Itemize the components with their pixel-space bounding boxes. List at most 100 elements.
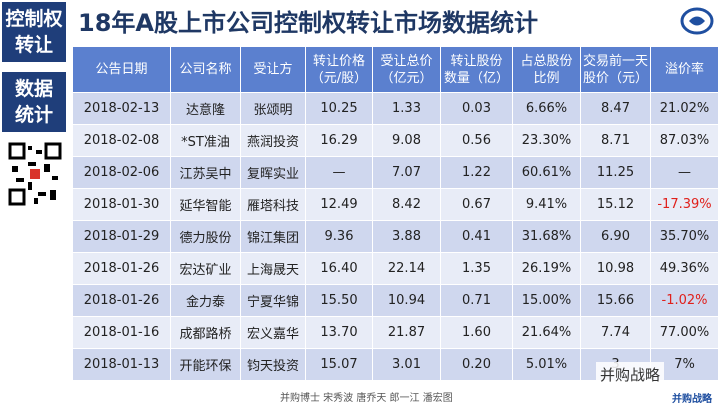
table-cell: — bbox=[305, 156, 373, 189]
corner-mark: 并购战略 bbox=[672, 394, 712, 405]
header-cell: 交易前一天 股价（元） bbox=[580, 46, 651, 93]
table-cell: 35.70% bbox=[650, 220, 719, 253]
table-cell: 0.20 bbox=[440, 348, 513, 381]
table-cell: -1.02% bbox=[650, 284, 719, 317]
table-cell: — bbox=[650, 156, 719, 189]
header-cell: 转让价格 （元/股） bbox=[305, 46, 373, 93]
header-line: 受让总价 bbox=[380, 53, 433, 69]
table-cell: 德力股份 bbox=[170, 220, 241, 253]
table-cell: 5.01% bbox=[512, 348, 581, 381]
table-cell: 8.47 bbox=[580, 92, 651, 125]
table-cell: 15.07 bbox=[305, 348, 373, 381]
header-line: 比例 bbox=[533, 70, 560, 86]
watermark: 并购战略 bbox=[596, 362, 665, 387]
table-cell: 达意隆 bbox=[170, 92, 241, 125]
table-cell: 60.61% bbox=[512, 156, 581, 189]
table-cell: 10.98 bbox=[580, 252, 651, 285]
table-cell: 21.02% bbox=[650, 92, 719, 125]
header-cell: 转让股份 数量（亿） bbox=[440, 46, 513, 93]
table-cell: 10.94 bbox=[372, 284, 441, 317]
footer: 并购博士 宋秀波 唐乔天 郎一江 潘宏图 bbox=[280, 393, 453, 404]
table-cell: 0.03 bbox=[440, 92, 513, 125]
tag-box: 数据 统计 bbox=[2, 72, 66, 132]
table-cell: 26.19% bbox=[512, 252, 581, 285]
tag-text: 控制权 bbox=[5, 8, 63, 30]
table-cell: 2018-01-26 bbox=[72, 284, 171, 317]
table-cell: 8.71 bbox=[580, 124, 651, 157]
table-cell: 9.41% bbox=[512, 188, 581, 221]
table-cell: 23.30% bbox=[512, 124, 581, 157]
table-cell: 0.71 bbox=[440, 284, 513, 317]
table-row: 2018-02-06 江苏吴中 复晖实业 —7.07 1.22 60.61% 11.25— bbox=[72, 156, 719, 189]
table-cell: 1.22 bbox=[440, 156, 513, 189]
table-cell: 8.42 bbox=[372, 188, 441, 221]
table-cell: 0.41 bbox=[440, 220, 513, 253]
header-line: 转让价格 bbox=[312, 53, 365, 69]
table-cell: 15.66 bbox=[580, 284, 651, 317]
table-cell: 16.29 bbox=[305, 124, 373, 157]
header-cell: 受让总价 （亿元） bbox=[372, 46, 441, 93]
header-line: 数量（亿） bbox=[443, 70, 509, 86]
header-line: 公告日期 bbox=[95, 62, 148, 77]
table-cell: 宏义嘉华 bbox=[240, 316, 306, 349]
header-line: 公司名称 bbox=[179, 62, 232, 77]
table-cell: 9.08 bbox=[372, 124, 441, 157]
tag-box: 控制权 转让 bbox=[2, 2, 66, 62]
table-cell: 7.74 bbox=[580, 316, 651, 349]
table-row: 2018-01-30 延华智能 雁塔科技 12.49 8.42 0.67 9.41% 15.1… bbox=[72, 188, 719, 221]
table-row: 2018-01-29 德力股份 锦江集团 9.36 3.88 0.41 31.68% 6.90… bbox=[72, 220, 719, 253]
tag-text: 统计 bbox=[14, 104, 53, 126]
table-cell: 1.33 bbox=[372, 92, 441, 125]
table-cell: 15.00% bbox=[512, 284, 581, 317]
table-cell: 2018-01-26 bbox=[72, 252, 171, 285]
table-cell: 2018-01-30 bbox=[72, 188, 171, 221]
table-cell: 77.00% bbox=[650, 316, 719, 349]
qr-code bbox=[8, 142, 62, 206]
header-line: 溢价率 bbox=[664, 62, 704, 77]
table-cell: 7.07 bbox=[372, 156, 441, 189]
table-cell: 11.25 bbox=[580, 156, 651, 189]
table-cell: 10.25 bbox=[305, 92, 373, 125]
header-cell: 公告日期 bbox=[72, 46, 171, 93]
table-row: 2018-01-16 成都路桥 宏义嘉华 13.70 21.87 1.60 21.64% 7.… bbox=[72, 316, 719, 349]
table-cell: 延华智能 bbox=[170, 188, 241, 221]
table-cell: 2018-01-29 bbox=[72, 220, 171, 253]
table-cell: 15.12 bbox=[580, 188, 651, 221]
header-line: （元/股） bbox=[310, 70, 368, 86]
data-table: 公告日期 公司名称 受让方 转让价格 （元/股） 受让总价 （亿元） 转让股份 数量（亿） 占总股… bbox=[72, 46, 719, 381]
tag-text: 转让 bbox=[14, 34, 53, 56]
table-cell: 16.40 bbox=[305, 252, 373, 285]
header-cell: 占总股份 比例 bbox=[512, 46, 581, 93]
table-cell: 锦江集团 bbox=[240, 220, 306, 253]
table-cell: *ST准油 bbox=[170, 124, 241, 157]
header-line: （亿元） bbox=[380, 70, 433, 86]
header-line: 股价（元） bbox=[582, 70, 648, 86]
table-row: 2018-02-08 *ST准油 燕润投资 16.29 9.08 0.56 23.30% 8.… bbox=[72, 124, 719, 157]
table-cell: 9.36 bbox=[305, 220, 373, 253]
header-line: 交易前一天 bbox=[582, 53, 648, 69]
table-cell: 宁夏华锦 bbox=[240, 284, 306, 317]
header-cell: 公司名称 bbox=[170, 46, 241, 93]
table-cell: 0.56 bbox=[440, 124, 513, 157]
table-row: 2018-01-26 金力泰 宁夏华锦 15.50 10.94 0.71 15.00% 15.… bbox=[72, 284, 719, 317]
header-cell: 受让方 bbox=[240, 46, 306, 93]
table-cell: 燕润投资 bbox=[240, 124, 306, 157]
table-cell: 15.50 bbox=[305, 284, 373, 317]
table-cell: 6.66% bbox=[512, 92, 581, 125]
table-cell: 复晖实业 bbox=[240, 156, 306, 189]
logo bbox=[680, 7, 714, 35]
table-cell: 1.60 bbox=[440, 316, 513, 349]
table-cell: -17.39% bbox=[650, 188, 719, 221]
table-cell: 金力泰 bbox=[170, 284, 241, 317]
table-cell: 6.90 bbox=[580, 220, 651, 253]
table-cell: 2018-01-16 bbox=[72, 316, 171, 349]
table-cell: 江苏吴中 bbox=[170, 156, 241, 189]
table-cell: 2018-02-08 bbox=[72, 124, 171, 157]
header-line: 转让股份 bbox=[450, 53, 503, 69]
table-cell: 2018-01-13 bbox=[72, 348, 171, 381]
table-cell: 宏达矿业 bbox=[170, 252, 241, 285]
table-cell: 张颂明 bbox=[240, 92, 306, 125]
table-cell: 21.87 bbox=[372, 316, 441, 349]
title: 18年A股上市公司控制权转让市场数据统计 bbox=[78, 9, 538, 37]
